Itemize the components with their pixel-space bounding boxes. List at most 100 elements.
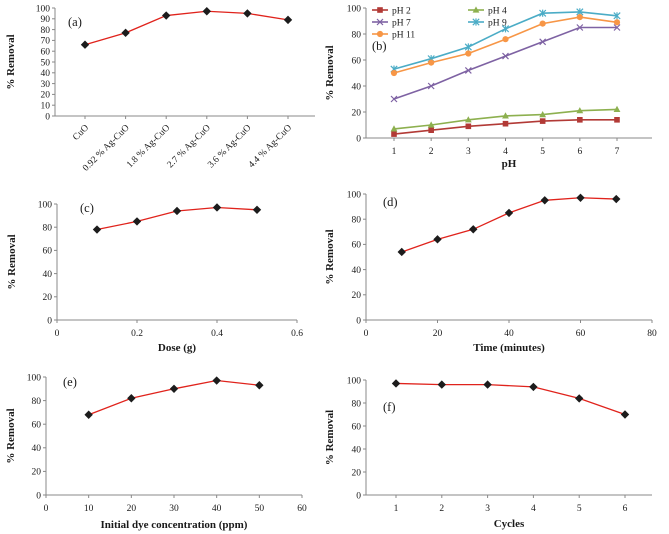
- x-tick-label: 40: [504, 329, 514, 339]
- y-tick-label: 40: [352, 266, 362, 276]
- x-tick-label: 0.4: [211, 329, 223, 339]
- data-point: [255, 381, 264, 390]
- chart-panel-6: 0 20 40 60 80 100 1 2 3 4 5 6 % Removal Cycles (f): [324, 376, 652, 530]
- data-point: [283, 15, 293, 25]
- data-point: [464, 66, 472, 74]
- panel-label: (a): [68, 15, 82, 29]
- data-point: [529, 382, 538, 392]
- chart-panel-5: 0 20 40 60 80 100 0 10 20 30 40 50 60 % Removal Initia…: [5, 373, 307, 531]
- data-point: [464, 43, 472, 51]
- y-tick-label: 20: [41, 91, 51, 101]
- data-point: [427, 121, 435, 128]
- data-point: [202, 7, 211, 16]
- y-axis-title: % Removal: [5, 408, 17, 463]
- data-point: [465, 50, 472, 57]
- y-tick-label: 0: [47, 316, 52, 326]
- x-tick-label: 4: [503, 147, 508, 157]
- panel-label: (c): [80, 201, 94, 215]
- data-point: [501, 25, 510, 33]
- x-tick-label: 60: [297, 504, 307, 514]
- y-tick-label: 10: [41, 102, 51, 112]
- panel-label: (b): [372, 39, 387, 53]
- data-point: [162, 11, 171, 20]
- x-tick-label: 6: [623, 504, 628, 514]
- y-tick-label: 90: [41, 15, 51, 25]
- legend-label: pH 2: [392, 6, 411, 16]
- data-point: [613, 105, 621, 112]
- x-tick-label: 1: [394, 504, 399, 514]
- x-axis-title: Dose (g): [158, 342, 197, 354]
- x-tick-label: 10: [84, 504, 94, 514]
- data-point: [502, 36, 509, 43]
- x-axis-title: Time (minutes): [473, 342, 545, 354]
- data-point: [504, 208, 514, 218]
- x-tick-label: 3: [485, 504, 490, 514]
- y-tick-label: 80: [352, 30, 362, 40]
- data-point: [576, 193, 585, 202]
- x-tick-label: 80: [647, 329, 657, 339]
- x-tick-label: 7: [615, 147, 620, 157]
- x-tick-label: 2: [429, 147, 434, 157]
- y-tick-label: 60: [352, 422, 362, 432]
- data-point: [576, 107, 584, 114]
- legend: pH 2 pH 4 pH 7 pH 9 pH 11: [372, 6, 507, 40]
- data-point: [212, 376, 221, 385]
- data-point: [465, 123, 472, 130]
- x-tick-label: 0: [44, 504, 49, 514]
- data-point: [539, 111, 547, 118]
- x-tick-label: 5: [540, 147, 545, 157]
- legend-label: pH 7: [392, 18, 411, 28]
- data-point: [539, 38, 547, 46]
- data-point: [92, 225, 102, 234]
- series-line: [84, 10, 289, 46]
- y-tick-label: 20: [352, 291, 362, 301]
- x-tick-label: 1: [392, 147, 397, 157]
- legend-marker: [376, 18, 384, 26]
- y-tick-label: 20: [352, 468, 362, 478]
- chart-panel-3: 0 20 40 60 80 100 0 0.2 0.4 0.6 % Removal Dose (g) (…: [6, 200, 303, 354]
- y-tick-label: 20: [43, 293, 53, 303]
- data-point: [613, 12, 621, 20]
- x-tick-label: 3: [466, 147, 471, 157]
- data-point: [172, 206, 182, 216]
- data-point: [212, 203, 222, 212]
- data-point: [80, 40, 90, 49]
- y-axis-title: % Removal: [6, 234, 18, 289]
- legend-marker: [376, 30, 384, 38]
- data-point: [433, 235, 442, 244]
- x-tick-label: CuO: [71, 123, 91, 143]
- legend-marker: [377, 7, 383, 13]
- y-tick-label: 20: [352, 108, 362, 118]
- data-point: [252, 205, 262, 214]
- x-tick-label: 60: [576, 329, 586, 339]
- y-tick-label: 40: [352, 82, 362, 92]
- y-tick-label: 20: [32, 468, 42, 478]
- y-tick-label: 60: [41, 48, 51, 58]
- data-point: [575, 394, 584, 403]
- data-point: [539, 9, 547, 17]
- data-point: [132, 217, 142, 226]
- y-tick-label: 40: [43, 270, 53, 280]
- data-point: [391, 379, 401, 388]
- x-tick-label: 5: [577, 504, 582, 514]
- y-tick-label: 80: [352, 399, 362, 409]
- data-point: [428, 59, 435, 66]
- data-point: [243, 9, 252, 18]
- y-tick-label: 40: [352, 445, 362, 455]
- data-point: [576, 24, 584, 31]
- y-tick-label: 100: [36, 4, 51, 14]
- data-point: [127, 394, 136, 403]
- legend-label: pH 4: [488, 6, 507, 16]
- y-tick-label: 40: [32, 444, 42, 454]
- y-tick-label: 60: [32, 421, 42, 431]
- x-tick-label: 40: [212, 504, 222, 514]
- y-tick-label: 0: [356, 134, 361, 144]
- data-point: [502, 52, 509, 60]
- x-tick-label: 0: [364, 329, 369, 339]
- y-tick-label: 100: [38, 200, 53, 210]
- y-tick-label: 100: [347, 4, 362, 14]
- x-axis-title: Cycles: [494, 518, 525, 530]
- data-point: [390, 69, 398, 77]
